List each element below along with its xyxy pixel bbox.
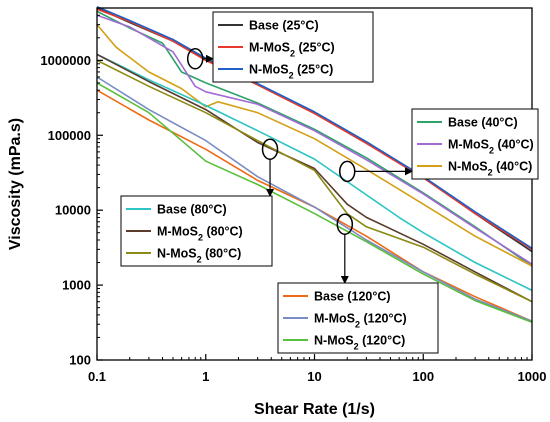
x-axis-title: Shear Rate (1/s): [254, 401, 375, 418]
axes-layer: 0.1 1 10 100 1000 100 1000 10000 100000 1000000: [40, 7, 547, 384]
y-tick-label: 10000: [55, 203, 91, 218]
legend-entry-label: M-MoS2 (25°C): [249, 41, 335, 59]
series-line: [96, 8, 533, 250]
series-line: [96, 76, 533, 322]
y-tick-label: 100000: [48, 128, 91, 143]
legend-entry-label: Base (40°C): [448, 116, 518, 130]
legend-entry-label: M-MoS2 (120°C): [314, 312, 407, 330]
y-tick-label: 1000: [62, 278, 91, 293]
series-line: [96, 10, 533, 267]
legend-entry-label: N-MoS2 (120°C): [314, 334, 405, 352]
legend-entry-label: N-MoS2 (80°C): [157, 247, 241, 265]
y-axis-title: Viscosity (mPa.s): [7, 118, 24, 250]
x-tick-label: 100: [412, 369, 434, 384]
x-tick-label: 0.1: [88, 369, 106, 384]
legend-entry-label: M-MoS2 (80°C): [157, 225, 243, 243]
legend-entry-label: Base (25°C): [249, 19, 319, 33]
series-layer: [96, 5, 533, 323]
series-line: [96, 82, 533, 323]
legend-entry-label: N-MoS2 (40°C): [448, 160, 532, 178]
legend-layer: Base (25°C) M-MoS2 (25°C) N-MoS2 (25°C) Bas…: [120, 11, 539, 354]
series-line: [96, 5, 533, 249]
legend-entry-label: N-MoS2 (25°C): [249, 63, 333, 81]
series-line: [96, 14, 533, 265]
x-tick-label: 10: [307, 369, 321, 384]
series-line: [96, 24, 533, 267]
legend-entry-label: Base (80°C): [157, 203, 227, 217]
series-line: [96, 59, 533, 303]
annotation-ellipse: [338, 160, 356, 183]
x-tick-label: 1: [202, 369, 209, 384]
y-tick-label: 1000000: [40, 53, 91, 68]
legend-entry-label: M-MoS2 (40°C): [448, 138, 534, 156]
y-tick-label: 100: [69, 353, 91, 368]
series-line: [96, 53, 533, 303]
x-tick-label: 1000: [518, 369, 547, 384]
annotation-layer: [186, 48, 413, 284]
legend-entry-label: Base (120°C): [314, 290, 391, 304]
legend-box: [212, 11, 374, 83]
